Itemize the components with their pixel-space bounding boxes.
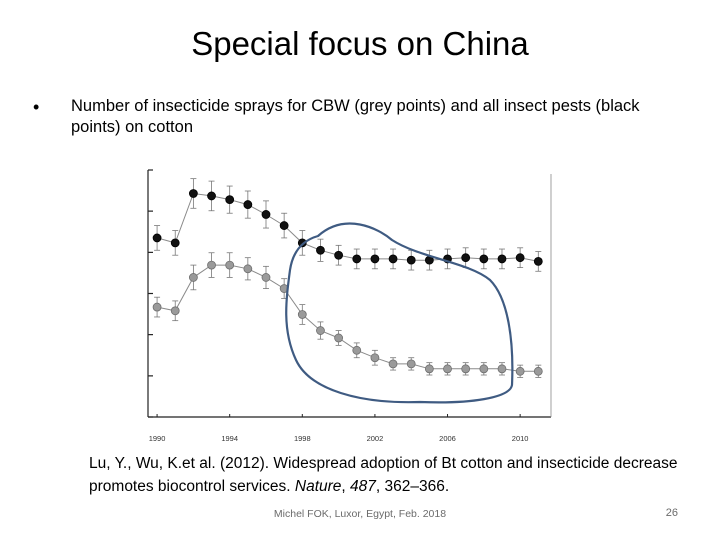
citation-authors: Lu, Y., Wu, K.et al. (2012). Widespread … — [89, 455, 678, 495]
data-point — [170, 238, 180, 248]
data-point — [188, 189, 198, 198]
citation-journal: Nature — [294, 478, 342, 495]
data-point — [388, 254, 398, 264]
data-point — [207, 191, 216, 201]
data-point — [479, 254, 489, 264]
data-point — [515, 366, 525, 376]
data-point — [406, 255, 416, 265]
data-point — [170, 306, 180, 316]
data-point — [334, 250, 344, 260]
annotation-layer — [285, 222, 514, 404]
data-point — [515, 253, 525, 263]
data-point — [261, 210, 271, 219]
x-tick-label: 2010 — [512, 434, 529, 443]
data-point — [225, 260, 235, 270]
data-point — [352, 345, 362, 355]
slide-title: Special focus on China — [191, 25, 529, 62]
page-number: 26 — [665, 507, 678, 519]
annotation-loop — [285, 222, 514, 404]
citation-separator: , — [341, 478, 351, 495]
data-point — [152, 302, 162, 312]
data-point — [334, 333, 344, 343]
citation-volume: 487 — [350, 478, 376, 495]
data-point — [461, 364, 471, 374]
data-point — [207, 260, 216, 270]
data-point — [297, 310, 307, 319]
bullet-text: Number of insecticide sprays for CBW (gr… — [71, 97, 640, 136]
x-tick-label: 2006 — [439, 434, 456, 443]
series-line — [156, 264, 539, 372]
data-point — [479, 364, 489, 374]
citation: Lu, Y., Wu, K.et al. (2012). Widespread … — [89, 452, 689, 498]
data-point — [279, 221, 289, 230]
data-point — [225, 195, 235, 205]
data-point — [152, 233, 162, 243]
data-point — [261, 273, 271, 282]
data-point — [370, 353, 380, 363]
bullet-marker: • — [33, 97, 40, 117]
series-grey — [152, 252, 543, 378]
data-point — [370, 254, 380, 264]
slide-footer: Michel FOK, Luxor, Egypt, Feb. 2018 — [273, 508, 447, 520]
x-tick-label: 2002 — [367, 434, 384, 443]
x-tick-label: 1990 — [149, 434, 166, 443]
data-point — [533, 366, 543, 376]
x-tick-label: 1994 — [221, 434, 238, 443]
data-point — [316, 245, 325, 255]
data-point — [497, 254, 507, 264]
data-point — [424, 364, 434, 374]
data-point — [243, 264, 253, 274]
citation-pages: , 362–366. — [375, 478, 450, 495]
series-layer — [152, 178, 543, 378]
data-point — [316, 326, 325, 335]
data-point — [461, 253, 471, 263]
series-black — [152, 178, 543, 272]
data-point — [406, 359, 416, 369]
x-tick-label: 1998 — [294, 434, 311, 443]
data-point — [352, 254, 362, 264]
data-point — [533, 256, 543, 266]
series-line — [156, 192, 539, 262]
data-point — [243, 200, 253, 209]
data-point — [497, 364, 507, 374]
data-point — [443, 364, 452, 374]
data-point — [188, 273, 198, 282]
data-point — [388, 359, 398, 369]
axes-layer: 1990 1994 1998 2002 2006 2010 — [147, 169, 552, 443]
